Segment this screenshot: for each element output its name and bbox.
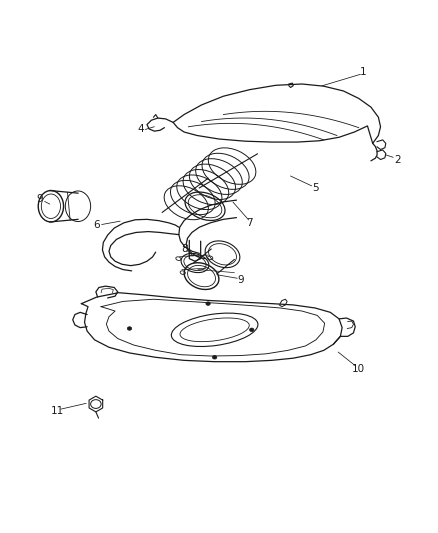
Text: 8: 8 [181, 244, 187, 254]
Text: 1: 1 [360, 67, 367, 77]
Ellipse shape [206, 302, 210, 305]
Text: 4: 4 [137, 124, 144, 134]
Ellipse shape [212, 356, 217, 359]
Text: 9: 9 [37, 194, 43, 204]
Text: 5: 5 [312, 183, 318, 193]
Text: 9: 9 [237, 274, 244, 285]
Text: 6: 6 [93, 220, 100, 230]
Text: 11: 11 [51, 406, 64, 416]
Text: 2: 2 [395, 155, 401, 165]
Ellipse shape [250, 328, 254, 332]
Text: 7: 7 [246, 218, 253, 228]
Ellipse shape [127, 327, 132, 330]
Text: 10: 10 [352, 364, 365, 374]
